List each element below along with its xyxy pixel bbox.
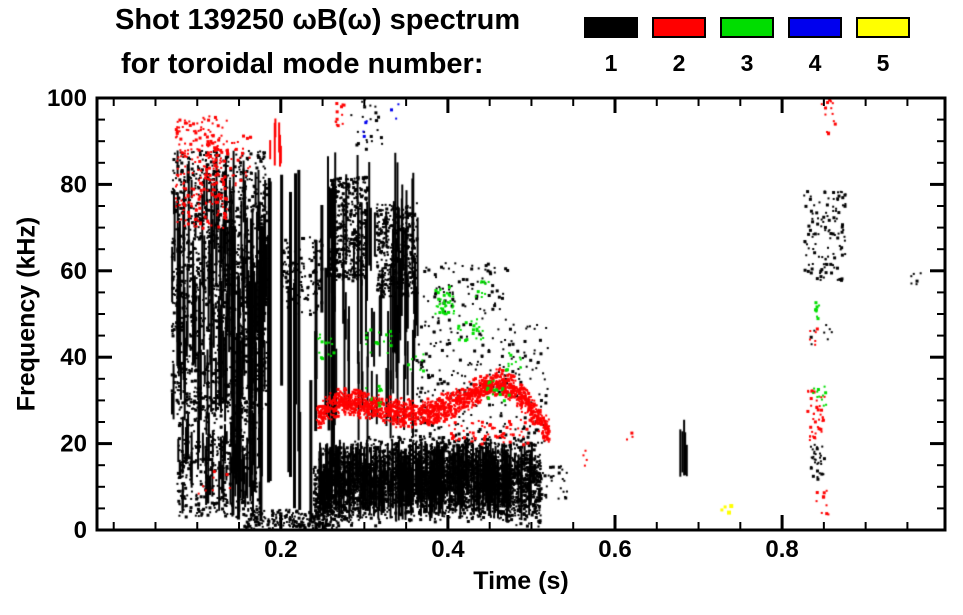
x-tick-label: 0.8: [765, 536, 798, 563]
legend-label-mode-5: 5: [876, 50, 890, 76]
x-tick-label: 0.6: [598, 536, 631, 563]
legend-swatch-mode-5: [856, 17, 910, 38]
plot-frame: [95, 96, 947, 532]
legend: 1 2 3 4 5: [0, 0, 963, 90]
legend-swatch-mode-3: [720, 17, 774, 38]
legend-label-mode-1: 1: [604, 50, 618, 76]
y-tick-label: 20: [60, 431, 87, 458]
legend-label-mode-4: 4: [808, 50, 822, 76]
legend-swatch-mode-4: [788, 17, 842, 38]
y-tick-label: 40: [60, 344, 87, 371]
y-tick-label: 100: [47, 85, 87, 112]
x-axis-label: Time (s): [473, 567, 569, 595]
y-tick-label: 60: [60, 258, 87, 285]
x-tick-label: 0.2: [264, 536, 297, 563]
legend-label-mode-3: 3: [740, 50, 754, 76]
legend-swatch-mode-1: [584, 17, 638, 38]
chart-title: Shot 139250 ωB(ω) spectrum: [115, 4, 521, 36]
y-tick-label: 80: [60, 171, 87, 198]
legend-label-mode-2: 2: [672, 50, 686, 76]
y-axis-label: Frequency (kHz): [12, 216, 41, 412]
y-tick-label: 0: [74, 517, 87, 544]
spectrogram-canvas: [97, 98, 945, 530]
chart-subtitle: for toroidal mode number:: [121, 48, 484, 80]
x-tick-label: 0.4: [431, 536, 465, 563]
legend-swatch-mode-2: [652, 17, 706, 38]
